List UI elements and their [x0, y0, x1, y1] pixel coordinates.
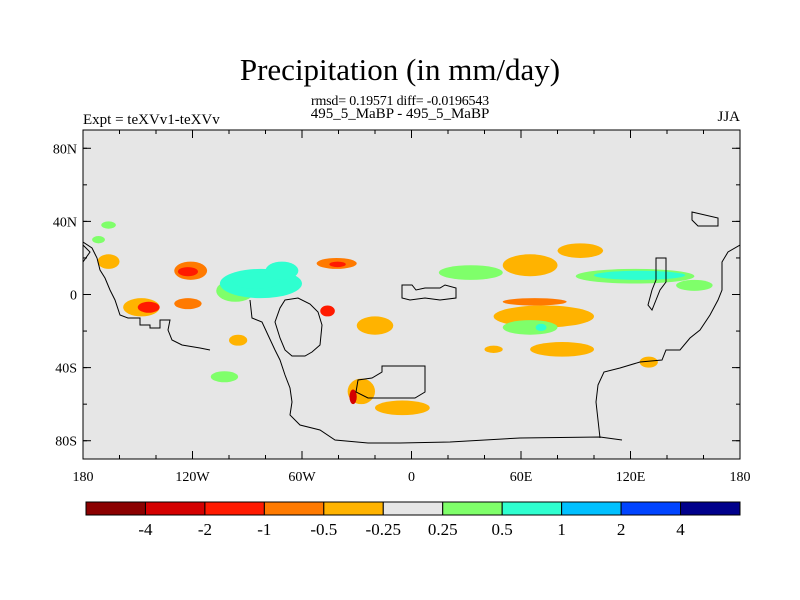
x-tick-label-3: 0: [408, 470, 415, 485]
anomaly-region-4: [232, 272, 281, 290]
anomaly-region-30: [97, 254, 120, 269]
anomaly-region-28: [530, 342, 594, 357]
anomaly-region-16: [210, 371, 239, 383]
anomaly-region-25: [502, 320, 558, 335]
colorbar-swatch-5: [382, 501, 444, 516]
colorbar-label-8: 2: [617, 520, 626, 539]
anomaly-region-21: [594, 270, 686, 280]
y-tick-label-3: 40S: [55, 362, 77, 377]
colorbar-label-3: -0.5: [310, 520, 337, 539]
anomaly-region-15: [375, 400, 430, 416]
coastlines: [83, 211, 740, 444]
anomaly-region-14: [349, 389, 357, 405]
coast-maritime: [401, 284, 457, 301]
y-tick-label-1: 40N: [53, 215, 77, 230]
colorbar-swatch-8: [561, 501, 622, 516]
anomaly-region-22: [676, 279, 713, 291]
anomaly-region-17: [438, 265, 503, 280]
x-tick-label-4: 60E: [510, 470, 533, 485]
coast-pacific-islands: [647, 211, 719, 311]
anomaly-region-29: [639, 356, 658, 368]
x-tick-label-5: 120E: [616, 470, 646, 485]
anomaly-region-19: [557, 243, 604, 258]
stats-line: rmsd= 0.19571 diff= -0.0196543: [311, 94, 489, 109]
x-tick-label-0: 180: [73, 470, 94, 485]
anomaly-regions: [92, 221, 713, 416]
y-tick-label-4: 80S: [55, 435, 77, 450]
coast-australia: [595, 244, 740, 439]
anomaly-region-18: [502, 254, 558, 277]
colorbar-label-1: -2: [198, 520, 212, 539]
colorbar-label-6: 0.5: [492, 520, 513, 539]
colorbar-swatch-4: [323, 501, 384, 516]
y-tick-label-2: 0: [70, 289, 77, 304]
y-axis: 80N 40N 0 40S 80S: [53, 142, 740, 450]
experiment-label: Expt = teXVv1-teXVv: [83, 112, 220, 128]
colorbar-label-2: -1: [257, 520, 271, 539]
anomaly-region-32: [101, 221, 116, 229]
anomaly-region-27: [484, 345, 503, 353]
anomaly-region-31: [92, 236, 105, 244]
colorbar-label-0: -4: [138, 520, 153, 539]
colorbar-swatch-6: [442, 501, 503, 516]
anomaly-region-33: [229, 334, 248, 346]
coast-left-edge: [83, 244, 91, 263]
colorbar-swatch-9: [620, 501, 682, 516]
y-tick-label-0: 80N: [53, 142, 77, 157]
plot-title: Precipitation (in mm/day): [239, 52, 561, 87]
colorbar-swatch-10: [680, 501, 741, 516]
anomaly-region-11: [320, 305, 335, 317]
colorbar-label-7: 1: [557, 520, 566, 539]
anomaly-region-5: [265, 261, 299, 280]
coast-north-america: [83, 241, 211, 351]
colorbar-swatch-7: [501, 501, 563, 516]
x-tick-label-1: 120W: [175, 470, 210, 485]
coast-south-america: [249, 299, 623, 444]
colorbar-swatch-1: [144, 501, 206, 516]
anomaly-region-26: [535, 323, 547, 332]
colorbar-label-4: -0.25: [366, 520, 401, 539]
colorbar-swatch-0: [85, 501, 146, 516]
anomaly-region-24: [502, 298, 567, 306]
anomaly-region-7: [329, 261, 346, 268]
season-label: JJA: [717, 109, 740, 125]
x-tick-label-2: 60W: [288, 470, 316, 485]
x-axis: 180 120W 60W 0 60E 120E 180: [73, 130, 751, 485]
coast-africa: [274, 297, 323, 357]
colorbar-swatch-3: [263, 501, 325, 516]
anomaly-region-10: [174, 298, 202, 310]
anomaly-region-9: [137, 301, 160, 313]
colorbar-label-5: 0.25: [428, 520, 458, 539]
colorbar-swatch-2: [204, 501, 265, 516]
anomaly-region-1: [177, 267, 198, 277]
coast-antarctic-block: [355, 365, 426, 399]
colorbar-label-9: 4: [676, 520, 685, 539]
x-tick-label-6: 180: [730, 470, 751, 485]
plot-subtitle: 495_5_MaBP - 495_5_MaBP: [310, 106, 490, 122]
anomaly-region-12: [356, 316, 394, 335]
colorbar: -4 -2 -1 -0.5 -0.25 0.25 0.5 1 2 4: [85, 501, 741, 539]
